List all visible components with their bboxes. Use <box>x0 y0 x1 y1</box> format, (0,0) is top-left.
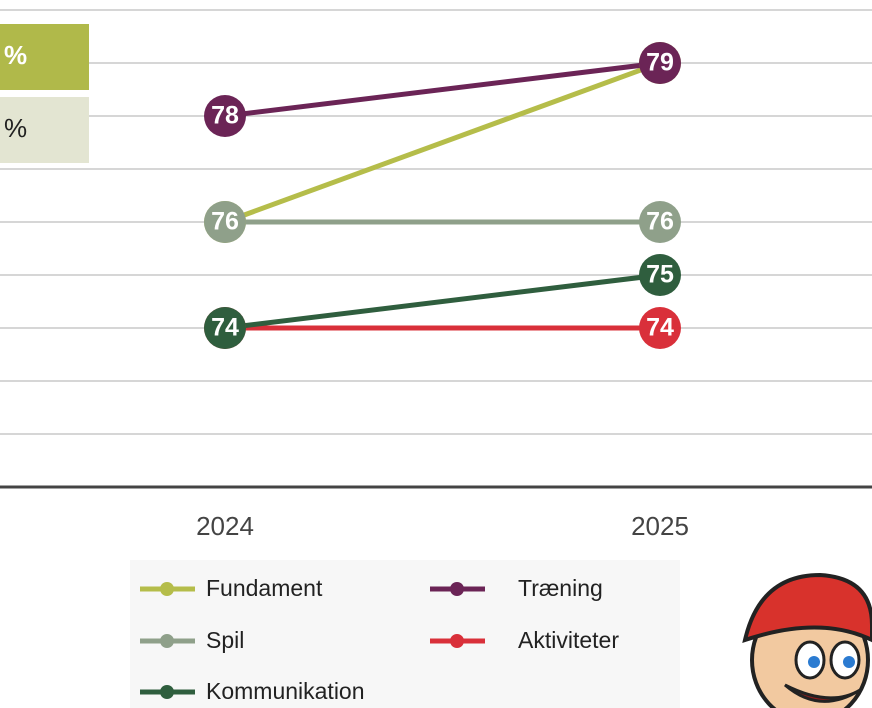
data-label: 76 <box>211 208 239 236</box>
data-label: 78 <box>211 102 239 130</box>
data-label: 75 <box>646 261 674 289</box>
legend-label: Spil <box>206 627 244 653</box>
page: {"chart_data": {"type": "line", "categor… <box>0 0 872 708</box>
legend-label: Kommunikation <box>206 678 365 704</box>
series-line <box>225 275 660 328</box>
data-label: 74 <box>646 314 674 342</box>
legend-marker <box>160 582 174 596</box>
annotation-text: % <box>4 113 27 143</box>
x-tick-label: 2025 <box>631 511 689 541</box>
legend-marker <box>450 582 464 596</box>
legend-label: Fundament <box>206 575 323 601</box>
annotation-text: % <box>4 40 27 70</box>
data-label: 79 <box>646 49 674 77</box>
legend-label: Aktiviteter <box>518 627 619 653</box>
legend-marker <box>160 634 174 648</box>
series-line <box>225 63 660 222</box>
legend-marker <box>450 634 464 648</box>
data-label: 76 <box>646 208 674 236</box>
x-tick-label: 2024 <box>196 511 254 541</box>
data-label: 74 <box>211 314 239 342</box>
chart: %%2024202576797879767674747475FundamentT… <box>0 0 872 708</box>
legend-label: Træning <box>518 575 603 601</box>
mascot <box>745 575 872 708</box>
legend-marker <box>160 685 174 699</box>
